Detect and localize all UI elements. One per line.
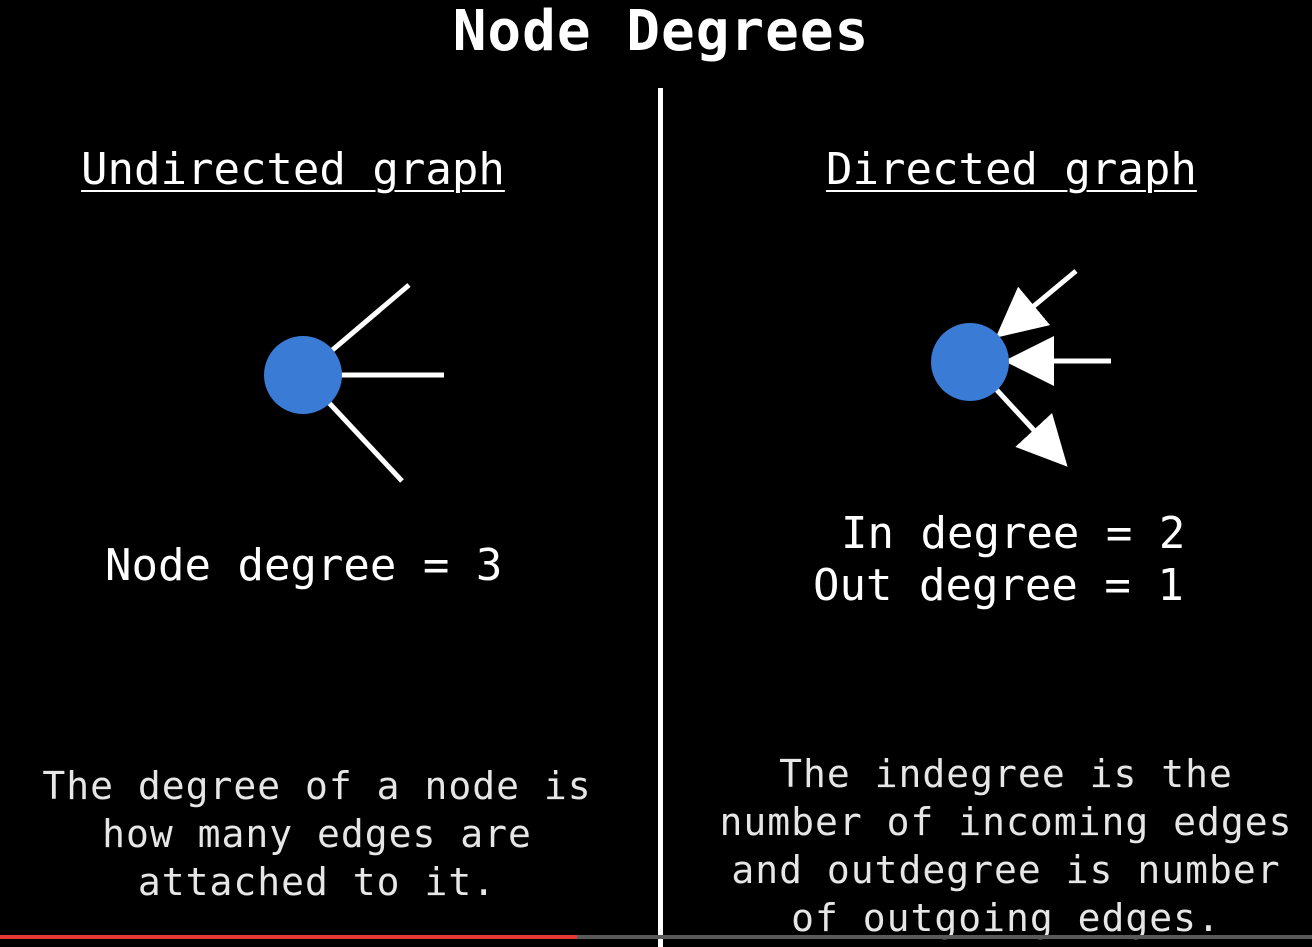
- incoming-edge-diagonal: [995, 269, 1078, 338]
- page-title: Node Degrees: [452, 0, 870, 64]
- undirected-graph-heading: Undirected graph: [81, 144, 505, 195]
- undirected-graph: [264, 283, 444, 483]
- out-degree-label: Out degree = 1: [813, 560, 1184, 611]
- directed-description: The indegree is the number of incoming e…: [700, 750, 1312, 942]
- video-progress-fill: [0, 935, 578, 939]
- panel-divider: [658, 88, 663, 947]
- video-progress-bar[interactable]: [0, 935, 1312, 939]
- undirected-description: The degree of a node is how many edges a…: [0, 762, 634, 906]
- description-line: The indegree is the: [779, 752, 1233, 796]
- directed-node: [931, 323, 1009, 401]
- in-degree-label: In degree = 2: [841, 508, 1186, 559]
- directed-graph: [931, 269, 1111, 467]
- description-line: attached to it.: [137, 860, 497, 904]
- description-line: number of incoming edges: [719, 800, 1293, 844]
- undirected-node: [264, 336, 342, 414]
- description-line: The degree of a node is: [42, 764, 592, 808]
- description-line: and outdegree is number: [731, 848, 1281, 892]
- directed-graph-heading: Directed graph: [826, 144, 1197, 195]
- description-line: how many edges are: [102, 812, 532, 856]
- node-degree-label: Node degree = 3: [105, 540, 503, 591]
- description-line: of outgoing edges.: [791, 896, 1221, 940]
